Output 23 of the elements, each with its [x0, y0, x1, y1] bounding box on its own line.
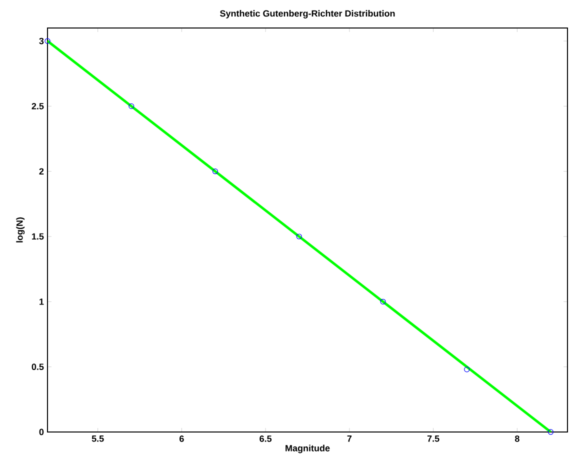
point [548, 429, 554, 435]
x-tick-label: 5.5 [92, 436, 104, 442]
point [128, 103, 134, 109]
y-tick-label: 1.5 [32, 233, 44, 240]
y-tick-label: 2 [39, 168, 44, 174]
x-tick-label: 7.5 [427, 436, 440, 442]
y-tick-label: 0.5 [32, 364, 44, 370]
x-axis-title: Magnitude [286, 444, 330, 454]
x-tick-label: 7 [347, 436, 352, 442]
y-tick-label: 1 [40, 298, 44, 305]
x-tick-label: 8 [514, 436, 520, 442]
x-tick-label: 6 [180, 436, 184, 442]
point [212, 168, 218, 174]
y-tick-label: 0 [39, 428, 44, 436]
y-tick-label: 2.5 [32, 102, 44, 110]
y-axis-title: log(N) [16, 217, 25, 242]
point [464, 366, 470, 372]
chart-title: Synthetic Gutenberg-Richter Distribution [220, 10, 395, 18]
y-tick-label: 3 [39, 38, 44, 44]
point [296, 234, 302, 240]
point [380, 298, 386, 304]
x-tick-label: 6.5 [260, 436, 272, 442]
point [44, 38, 50, 44]
